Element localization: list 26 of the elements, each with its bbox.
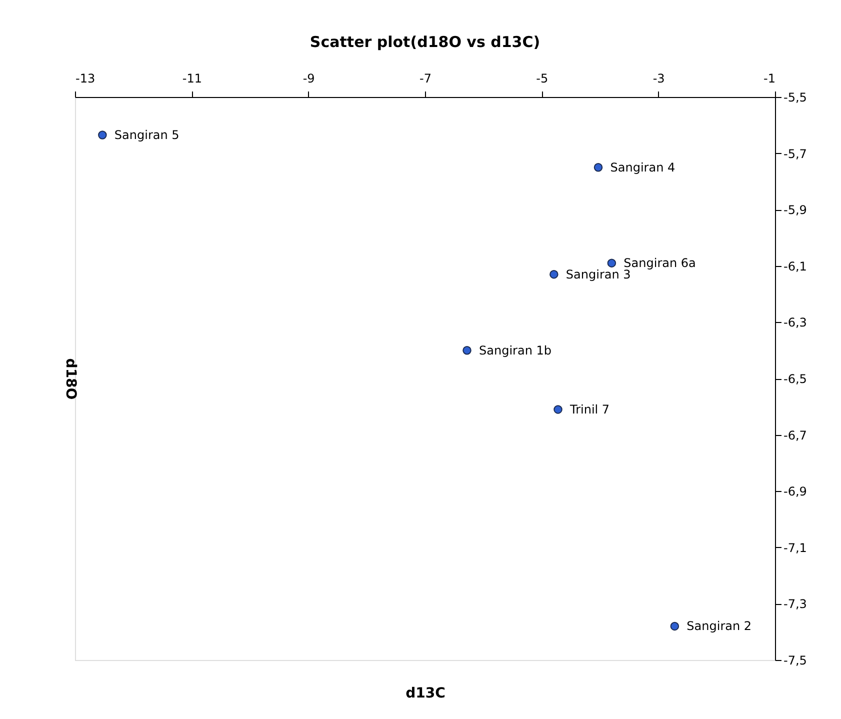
annotation: Sangiran 4 <box>610 160 676 174</box>
x-tick-label: -13 <box>76 72 96 86</box>
x-tick-label: -1 <box>764 72 776 86</box>
y-axis-title: d18O <box>62 358 78 400</box>
annotation: Sangiran 5 <box>114 128 180 142</box>
x-tick-label: -3 <box>652 72 665 86</box>
x-tick-label: -11 <box>182 72 202 86</box>
x-tick-label: -5 <box>536 72 548 86</box>
y-tick-label: -6,5 <box>784 372 807 386</box>
y-tick-label: -5,7 <box>784 146 807 161</box>
y-tick-label: -6,1 <box>784 259 807 274</box>
annotation: Trinil 7 <box>569 402 610 416</box>
y-tick-label: -5,5 <box>784 90 807 104</box>
y-tick-label: -5,9 <box>784 203 807 218</box>
y-tick-label: -7,5 <box>784 654 807 668</box>
y-tick-label: -6,7 <box>784 428 807 442</box>
chart-title: Scatter plot(d18O vs d13C) <box>310 33 540 51</box>
y-tick-label: -7,3 <box>784 597 807 612</box>
y-tick-label: -6,3 <box>784 316 807 330</box>
annotation: Sangiran 2 <box>686 619 752 634</box>
x-axis-title: d13C <box>406 686 446 702</box>
y-tick-label: -6,9 <box>784 484 807 499</box>
x-tick-label: -9 <box>302 72 315 86</box>
y-tick-label: -7,1 <box>784 540 807 555</box>
annotation: Sangiran 1b <box>479 343 552 358</box>
x-tick-label: -7 <box>420 72 432 86</box>
